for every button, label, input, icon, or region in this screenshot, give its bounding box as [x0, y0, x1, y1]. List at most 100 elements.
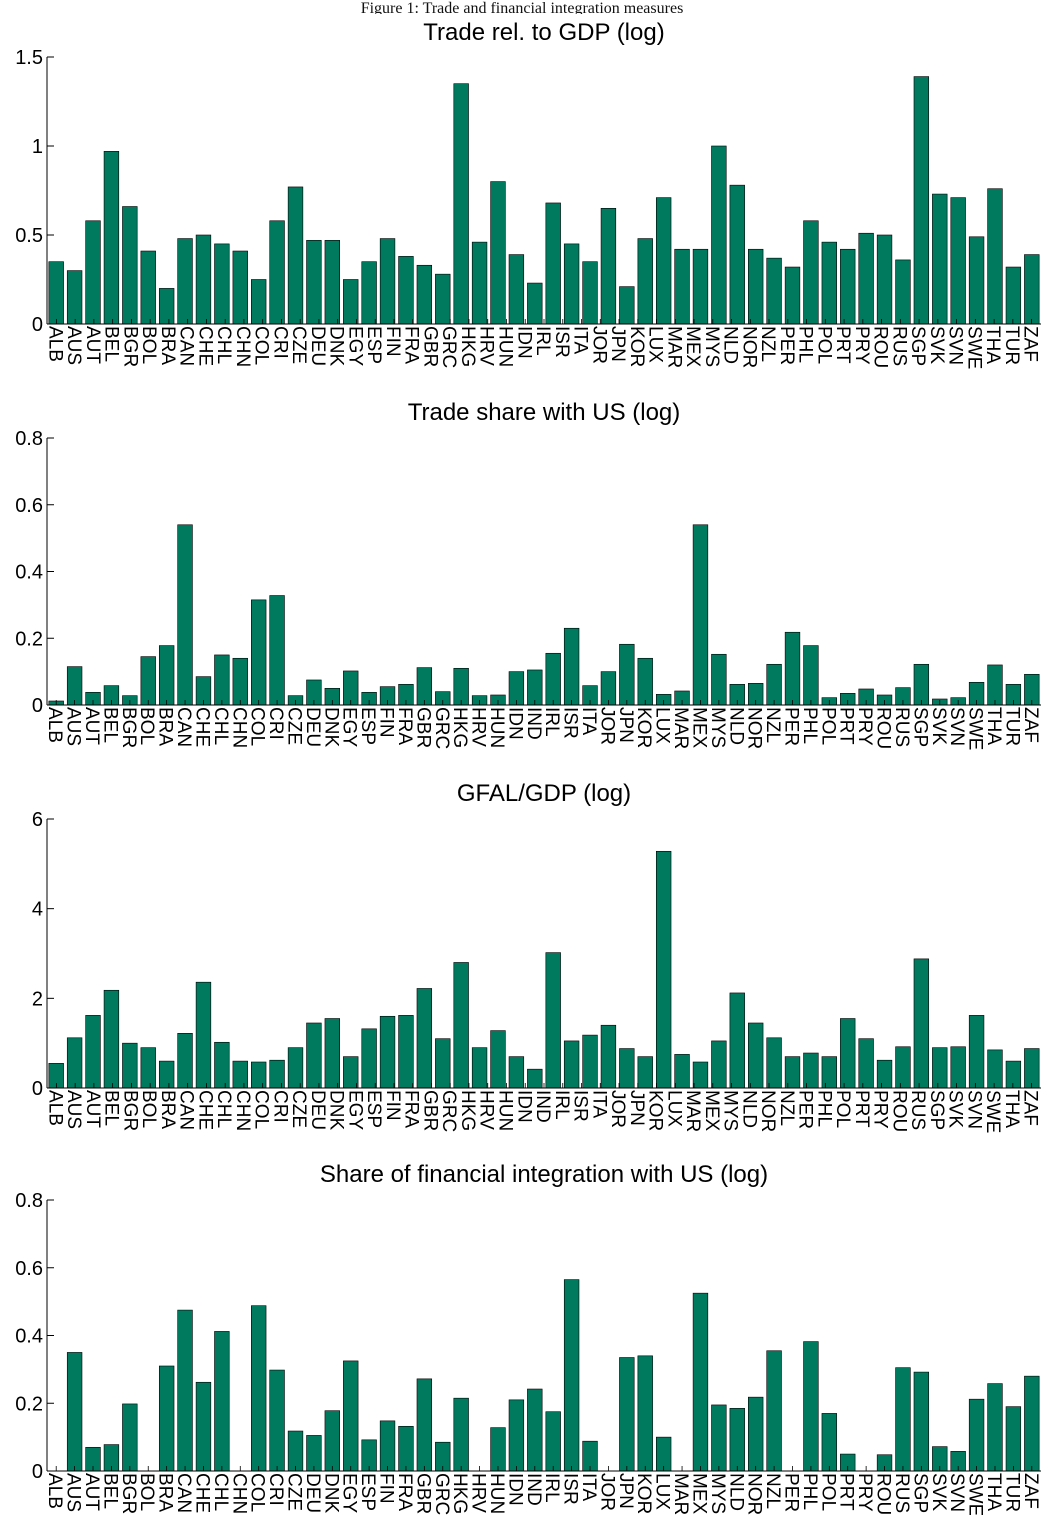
bar — [803, 220, 819, 325]
x-tick-label: AUT — [81, 1473, 102, 1511]
x-tick-label: ITA — [578, 1473, 599, 1501]
bar — [416, 988, 433, 1089]
bar — [563, 627, 580, 706]
bar — [913, 1371, 930, 1472]
bar — [821, 241, 837, 325]
bar — [251, 279, 267, 325]
bar — [895, 1046, 911, 1089]
x-tick-label: AUS — [63, 326, 84, 365]
bar — [913, 663, 930, 706]
x-tick-label: THA — [1001, 1090, 1022, 1128]
x-tick-label: ZAF — [1020, 707, 1041, 743]
x-tick-label: SWE — [965, 1473, 986, 1515]
bar — [932, 1047, 948, 1089]
bar — [766, 1350, 782, 1472]
bar — [876, 1059, 893, 1089]
x-tick-label: RUS — [891, 1473, 912, 1513]
x-tick-label: BRA — [155, 707, 176, 746]
x-tick-label: PER — [795, 1090, 816, 1129]
bar — [655, 197, 672, 325]
bar — [177, 1033, 193, 1089]
x-tick-label: MYS — [707, 707, 728, 748]
bar — [987, 188, 1003, 325]
figure-caption: Figure 1: Trade and financial integratio… — [360, 0, 684, 15]
x-tick-label: ISR — [560, 1473, 581, 1505]
x-tick-label: CHL — [210, 1473, 231, 1511]
bar — [619, 1357, 635, 1472]
x-tick-label: EGY — [344, 1090, 365, 1130]
x-tick-label: ROU — [873, 707, 894, 749]
x-tick-label: DEU — [302, 1473, 323, 1513]
x-tick-label: JOR — [588, 326, 609, 364]
x-tick-label: PHL — [799, 1473, 820, 1510]
x-tick-label: HKG — [449, 707, 470, 748]
x-tick-label: CRI — [269, 326, 290, 359]
x-tick-label: CHL — [210, 707, 231, 745]
x-tick-label: NOR — [738, 326, 759, 368]
x-tick-label: PRY — [854, 1473, 875, 1512]
bar — [324, 1410, 340, 1472]
x-tick-label: EGY — [339, 1473, 360, 1513]
bar — [1005, 266, 1022, 325]
bar — [490, 181, 506, 325]
chart-title: GFAL/GDP (log) — [457, 780, 631, 807]
x-tick-label: CHE — [191, 707, 212, 747]
bar — [692, 1061, 709, 1089]
x-tick-label: LUX — [652, 707, 673, 744]
y-tick-label: 0.8 — [15, 428, 43, 450]
bar — [784, 631, 801, 706]
x-tick-label: CAN — [176, 1090, 197, 1130]
x-tick-label: BGR — [119, 1090, 140, 1131]
x-tick-label: SVN — [963, 1090, 984, 1129]
x-tick-label: SWE — [963, 326, 984, 369]
x-tick-label: SVK — [926, 326, 947, 364]
bar — [398, 1425, 414, 1472]
bar — [66, 270, 83, 325]
bar — [803, 1341, 819, 1472]
bar — [545, 652, 561, 706]
bar — [398, 1015, 414, 1089]
x-tick-label: HRV — [476, 326, 497, 366]
bar — [619, 643, 635, 706]
x-tick-label: ALB — [44, 326, 65, 362]
x-tick-label: PHL — [795, 326, 816, 363]
x-tick-label: EGY — [339, 707, 360, 747]
y-tick-label: 1 — [32, 136, 43, 158]
bar — [490, 1427, 506, 1472]
x-tick-label: JOR — [596, 1473, 617, 1511]
bar — [858, 232, 874, 325]
x-tick-label: PRT — [836, 707, 857, 745]
x-tick-label: DEU — [307, 326, 328, 366]
bar — [692, 248, 709, 325]
bar — [232, 657, 248, 706]
x-tick-label: MEX — [682, 326, 703, 368]
x-tick-label: HKG — [457, 1090, 478, 1131]
x-tick-label: HRV — [468, 1473, 489, 1513]
bar — [803, 645, 819, 706]
bar — [361, 261, 377, 325]
bar — [637, 238, 653, 325]
bar — [416, 667, 433, 706]
x-tick-label: IRL — [532, 326, 553, 356]
bar — [600, 208, 617, 325]
x-tick-label: JPN — [626, 1090, 647, 1126]
x-tick-label: COL — [247, 1473, 268, 1512]
x-tick-label: KOR — [626, 326, 647, 367]
bar — [895, 259, 911, 325]
bar — [490, 1030, 506, 1089]
x-tick-label: JOR — [596, 707, 617, 745]
x-tick-label: AUS — [63, 1473, 84, 1512]
x-tick-label: IRL — [551, 1090, 572, 1120]
x-tick-label: FIN — [376, 707, 397, 738]
x-tick-label: CZE — [288, 1090, 309, 1128]
bar — [655, 1436, 672, 1472]
bar — [66, 666, 83, 706]
x-tick-label: AUS — [63, 1090, 84, 1129]
bar — [269, 1059, 285, 1089]
x-tick-label: SVN — [945, 326, 966, 365]
x-tick-label: SGP — [909, 707, 930, 747]
x-tick-label: POL — [817, 707, 838, 745]
bar — [987, 1049, 1003, 1089]
y-tick-label: 0 — [32, 1078, 43, 1100]
